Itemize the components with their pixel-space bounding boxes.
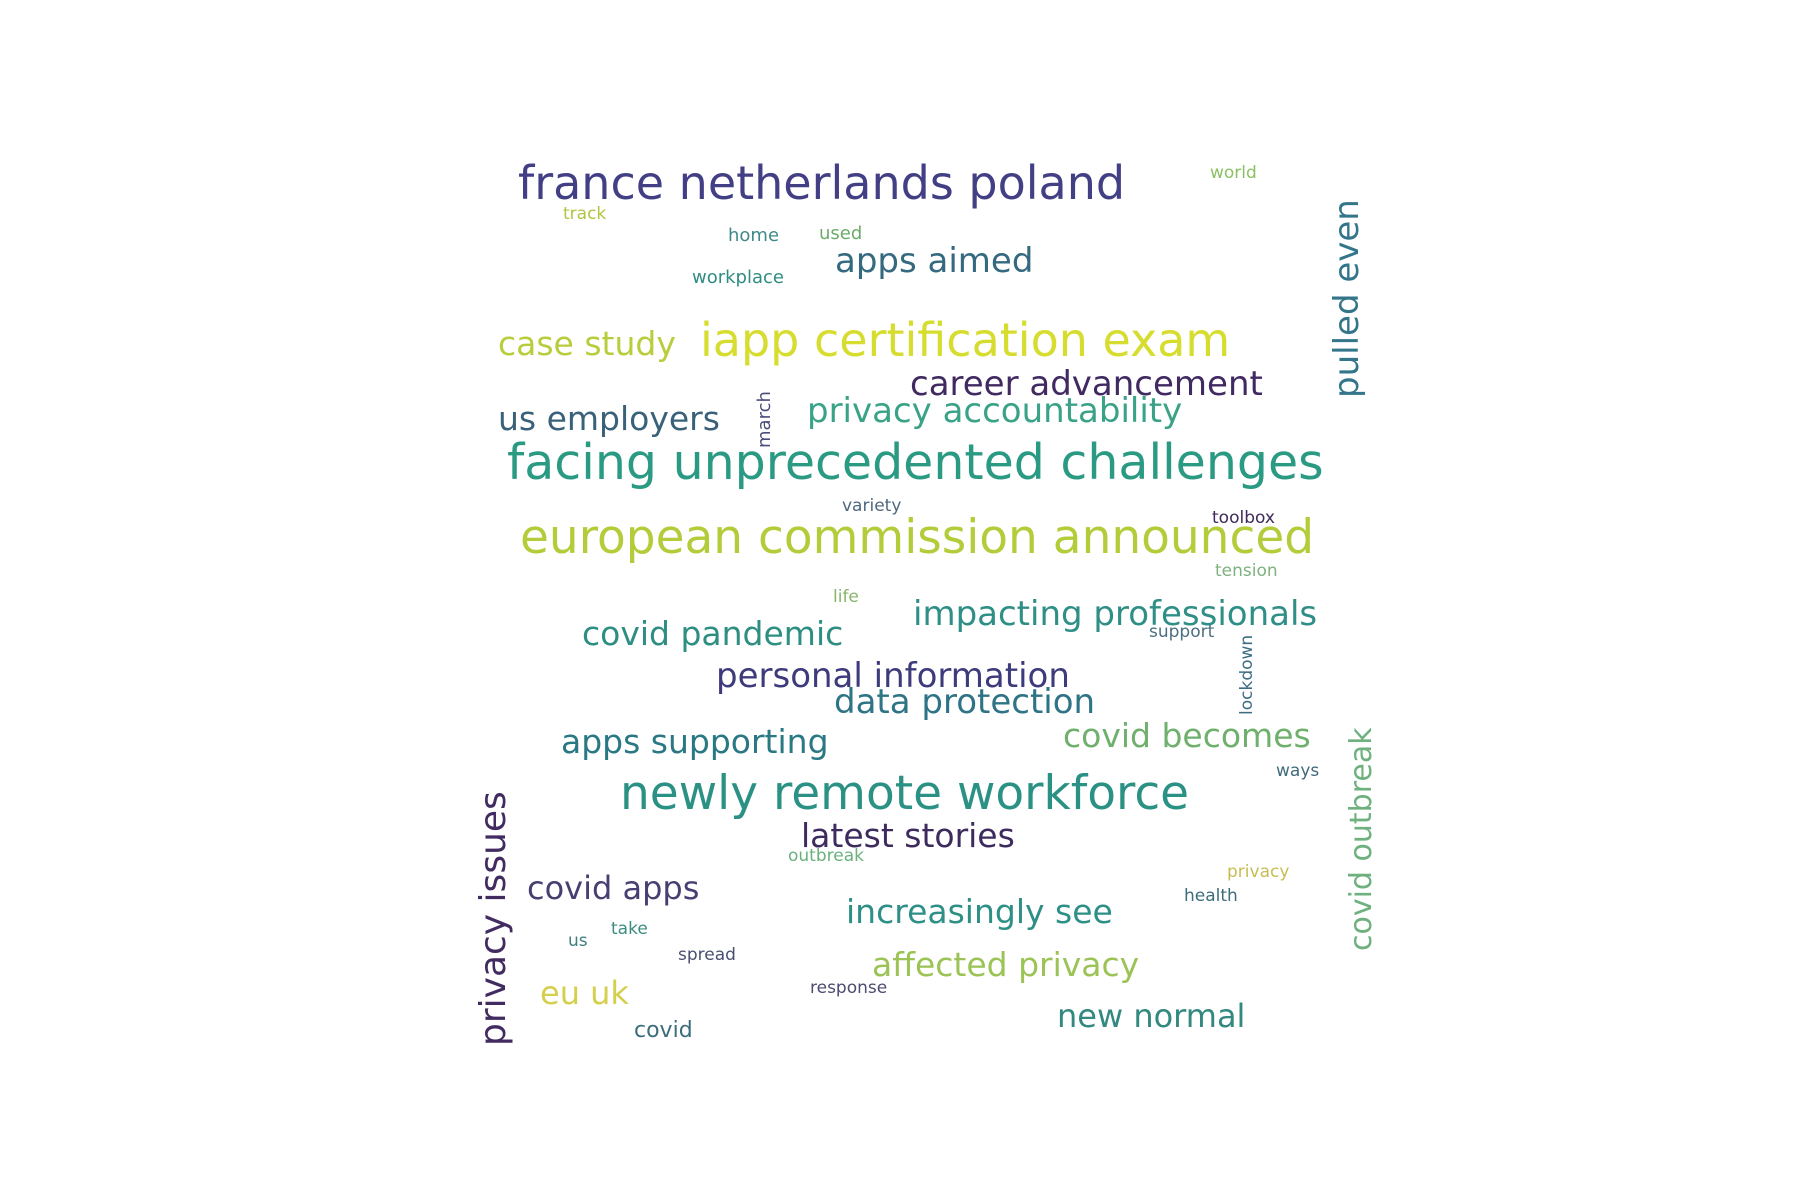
word: case study — [498, 324, 676, 363]
word: facing unprecedented challenges — [507, 434, 1324, 491]
word: privacy accountability — [807, 391, 1183, 431]
word: response — [810, 978, 888, 998]
word: apps aimed — [835, 241, 1034, 281]
word: track — [563, 204, 607, 224]
word: variety — [842, 496, 902, 516]
word: pulled even — [1327, 199, 1367, 398]
word: covid — [634, 1018, 693, 1043]
word: covid outbreak — [1344, 727, 1379, 951]
word: newly remote workforce — [620, 766, 1190, 821]
word: lockdown — [1237, 634, 1257, 715]
word: home — [728, 225, 780, 246]
word: world — [1210, 163, 1257, 183]
word: apps supporting — [561, 722, 829, 761]
word: privacy — [1227, 862, 1290, 882]
word: support — [1149, 622, 1215, 642]
word: france netherlands poland — [518, 156, 1126, 210]
word: covid becomes — [1063, 716, 1311, 755]
word: ways — [1276, 761, 1320, 781]
word: impacting professionals — [913, 594, 1318, 634]
word: covid pandemic — [582, 614, 844, 653]
word: latest stories — [801, 816, 1015, 855]
word: tension — [1215, 561, 1278, 581]
word: take — [611, 919, 648, 939]
word: toolbox — [1212, 508, 1275, 528]
word: affected privacy — [872, 945, 1140, 984]
word: health — [1184, 886, 1238, 906]
word: us employers — [498, 399, 720, 438]
word: increasingly see — [846, 892, 1113, 931]
word: outbreak — [788, 846, 864, 866]
word: new normal — [1057, 997, 1246, 1035]
word: privacy issues — [473, 791, 514, 1046]
word: eu uk — [540, 974, 629, 1012]
word: us — [568, 931, 588, 951]
word: iapp certification exam — [700, 313, 1231, 367]
word: career advancement — [910, 364, 1263, 404]
word: spread — [678, 945, 736, 965]
word: data protection — [834, 682, 1096, 722]
word: european commission announced — [520, 510, 1315, 565]
word: personal information — [716, 656, 1070, 696]
word: covid apps — [527, 869, 700, 907]
word: life — [833, 587, 859, 607]
word: used — [819, 223, 863, 244]
word: workplace — [692, 267, 784, 288]
